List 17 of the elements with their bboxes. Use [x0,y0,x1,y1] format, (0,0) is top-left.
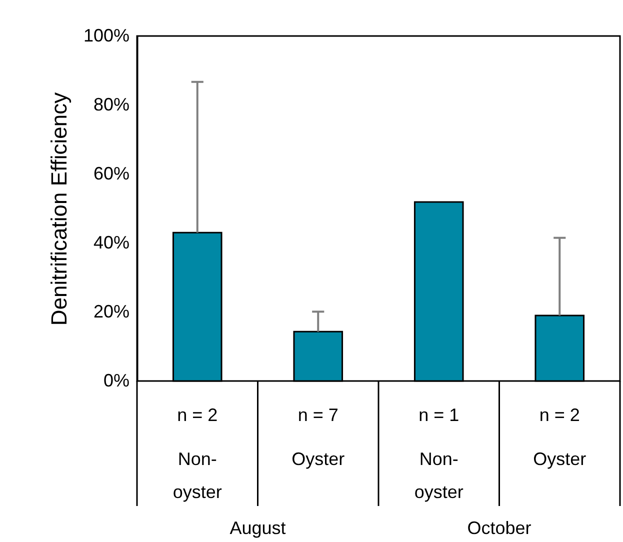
x-tick-label: Oyster [292,449,345,469]
text: n = 2 [177,405,218,425]
y-axis-title: Denitrification Efficiency [46,92,72,326]
y-tick-label: 80% [93,94,130,114]
y-tick-label: 100% [83,26,130,46]
text: October [467,518,532,538]
y-tick-label: 20% [93,302,130,322]
x-tick-label: Non-oyster [172,449,222,502]
x-tick-label: Non-oyster [414,449,464,502]
text: n = 2 [539,405,580,425]
y-tick-label: 40% [93,232,130,252]
text: n = 7 [298,405,338,425]
text: August [230,518,286,538]
text: n = 1 [418,405,460,425]
y-tick-label: 0% [103,370,130,390]
x-tick-label: Oyster [533,449,586,469]
y-tick-label: 60% [93,164,130,184]
